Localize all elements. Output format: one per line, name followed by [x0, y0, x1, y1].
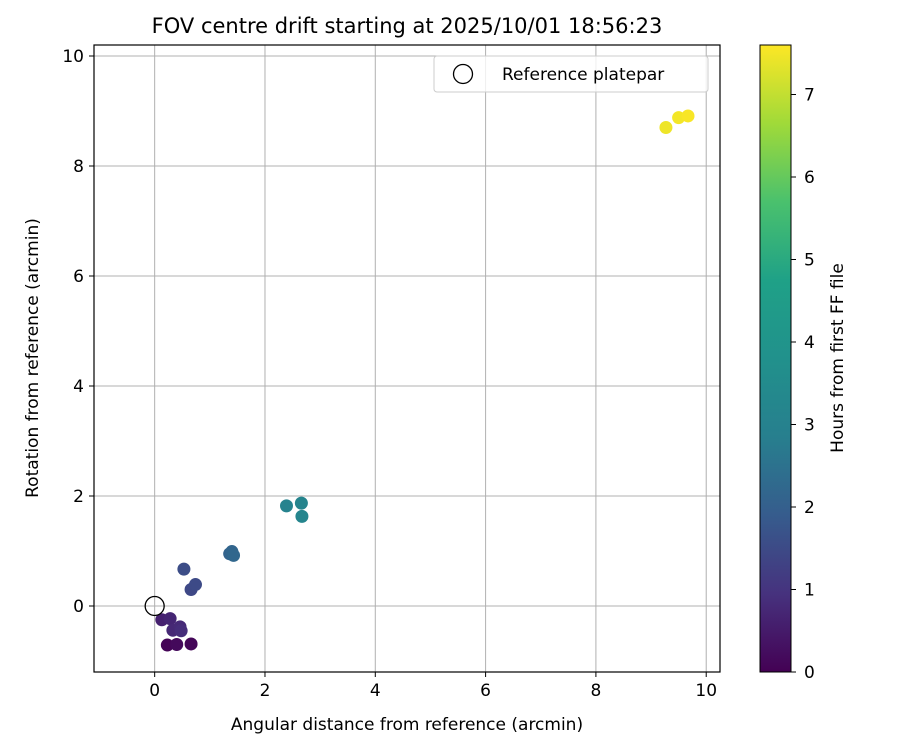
x-tick-label: 0: [149, 681, 160, 701]
x-tick-label: 2: [260, 681, 271, 701]
data-point: [184, 637, 198, 651]
plot-frame: [93, 44, 721, 673]
data-points: [155, 109, 695, 652]
data-point: [227, 548, 241, 562]
data-point: [174, 624, 188, 638]
data-point: [295, 509, 309, 523]
colorbar-bar: [759, 44, 792, 673]
x-tick-label: 4: [370, 681, 381, 701]
data-point: [160, 638, 174, 652]
x-tick-label: 10: [695, 681, 717, 701]
y-tick-label: 4: [73, 377, 84, 397]
colorbar-tick-label: 0: [804, 663, 815, 683]
data-point: [279, 499, 293, 513]
y-tick-label: 10: [62, 47, 84, 67]
reference-platepar-marker: [144, 595, 165, 617]
colorbar-label: Hours from first FF file: [828, 263, 848, 453]
colorbar-tick-label: 3: [804, 416, 815, 436]
reference-marker: [144, 595, 165, 617]
y-tick-label: 8: [73, 157, 84, 177]
y-tick-label: 6: [73, 267, 84, 287]
data-point: [294, 496, 308, 510]
data-point: [170, 638, 184, 651]
legend-box: [433, 55, 709, 93]
x-axis-ticks: 0 2 4 6 8 10: [149, 672, 717, 701]
x-axis-label: Angular distance from reference (arcmin): [231, 715, 583, 735]
data-point: [163, 612, 177, 626]
y-axis-label: Rotation from reference (arcmin): [23, 218, 43, 498]
data-point: [681, 109, 695, 123]
colorbar-tick-label: 7: [804, 86, 815, 106]
x-tick-label: 8: [590, 681, 601, 701]
y-tick-label: 2: [73, 487, 84, 507]
chart-title: FOV centre drift starting at 2025/10/01 …: [152, 14, 663, 38]
y-axis-ticks: 0 2 4 6 8 10: [62, 47, 94, 617]
data-point: [188, 578, 202, 592]
colorbar-tick-label: 4: [804, 333, 815, 353]
colorbar-tick-label: 5: [804, 251, 815, 271]
y-tick-label: 0: [73, 597, 84, 617]
legend[interactable]: Reference platepar: [433, 55, 709, 93]
colorbar-tick-label: 6: [804, 168, 815, 188]
grid: [94, 45, 720, 672]
colorbar-ticks: 0 1 2 3 4 5 6 7: [791, 86, 815, 683]
colorbar-tick-label: 2: [804, 498, 815, 518]
data-point: [659, 121, 673, 134]
legend-label: Reference platepar: [502, 65, 664, 85]
colorbar-tick-label: 1: [804, 581, 815, 601]
x-tick-label: 6: [480, 681, 491, 701]
data-point: [177, 562, 191, 576]
legend-marker-icon: [452, 63, 474, 85]
